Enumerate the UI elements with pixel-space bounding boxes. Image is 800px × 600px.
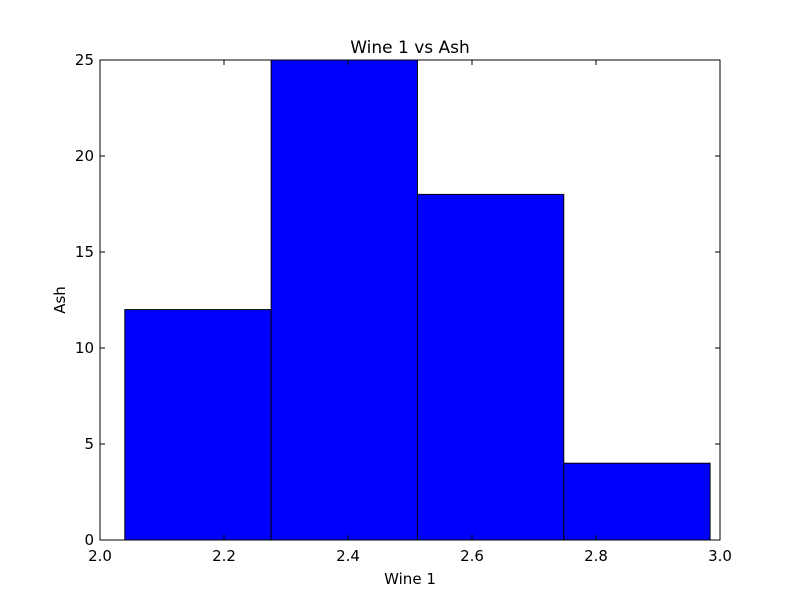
x-tick-label: 2.4 [336, 547, 360, 565]
x-tick-label: 2.8 [584, 547, 608, 565]
x-tick-label: 2.2 [212, 547, 236, 565]
histogram-bar-3 [416, 193, 565, 541]
x-tick-label: 2.0 [88, 547, 112, 565]
histogram-bar-1 [124, 309, 272, 541]
plot-frame [99, 59, 721, 541]
y-tick-label: 15 [75, 243, 94, 261]
x-tick-label: 3.0 [708, 547, 732, 565]
x-tick-label: 2.6 [460, 547, 484, 565]
bars-layer [124, 59, 711, 541]
y-tick-label: 10 [75, 339, 94, 357]
y-tick-label: 5 [84, 435, 94, 453]
y-tick-label: 20 [75, 147, 94, 165]
chart-title: Wine 1 vs Ash [350, 38, 470, 58]
histogram-bar-2 [270, 59, 418, 541]
y-tick-label: 25 [75, 51, 94, 69]
y-tick-label: 0 [84, 531, 94, 549]
y-axis-label: Ash [51, 286, 69, 314]
tick-labels-layer: 2.0 2.2 2.4 2.6 2.8 3.0 0 5 10 15 20 25 [75, 51, 732, 565]
histogram-bar-4 [563, 462, 711, 541]
x-axis-label: Wine 1 [384, 570, 436, 588]
ticks-layer [99, 59, 721, 541]
